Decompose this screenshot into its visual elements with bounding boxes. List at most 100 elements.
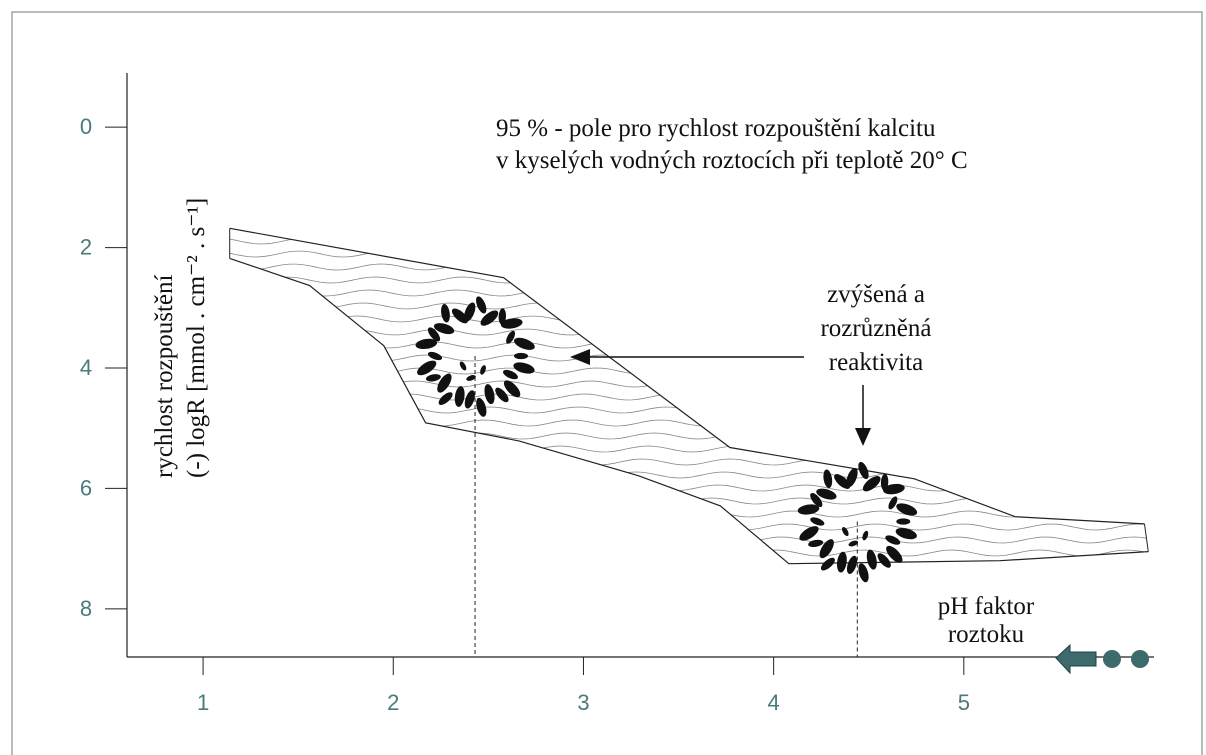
leaf bbox=[466, 375, 476, 381]
leaf bbox=[810, 493, 823, 507]
leaf bbox=[480, 365, 486, 375]
hatch-line bbox=[229, 315, 1149, 323]
annotation: rozrůzněná bbox=[820, 315, 931, 342]
leaf bbox=[866, 549, 877, 570]
nav-icon[interactable] bbox=[1055, 643, 1149, 675]
x-label: pH faktor bbox=[938, 593, 1035, 620]
hatch-line bbox=[200, 576, 1160, 582]
leaf bbox=[816, 488, 837, 500]
hatch-line bbox=[229, 354, 1149, 362]
leaf bbox=[451, 308, 468, 324]
hatch-line bbox=[229, 328, 1149, 336]
leaf bbox=[417, 360, 437, 376]
hatch-line bbox=[229, 510, 1149, 518]
leaf bbox=[503, 369, 518, 380]
hatch-line bbox=[200, 212, 1160, 218]
leaf bbox=[514, 352, 528, 360]
leaf bbox=[886, 545, 903, 563]
leaf bbox=[797, 504, 820, 515]
leaf bbox=[480, 310, 499, 326]
leaf bbox=[862, 530, 869, 541]
x-tick-label: 2 bbox=[387, 690, 399, 715]
leaf bbox=[799, 526, 819, 541]
annotation-arrows bbox=[570, 349, 871, 446]
hatch-line bbox=[229, 237, 1149, 245]
x-tick-label: 1 bbox=[197, 690, 209, 715]
leaf bbox=[513, 337, 535, 350]
leaf bbox=[495, 387, 509, 403]
leaf bbox=[858, 563, 869, 583]
leaf bbox=[858, 461, 869, 480]
leaf bbox=[846, 555, 858, 574]
leaf bbox=[506, 330, 516, 344]
leaf bbox=[454, 386, 465, 407]
leaf bbox=[427, 327, 441, 342]
y-label: (-) logR [mmol . cm⁻² . s⁻¹] bbox=[183, 198, 210, 478]
leaf bbox=[437, 373, 452, 393]
hatch-line bbox=[229, 393, 1149, 401]
leaf bbox=[880, 473, 889, 491]
leaf bbox=[842, 527, 849, 537]
title: 95 % - pole pro rychlost rozpouštění kal… bbox=[496, 115, 936, 142]
leaf bbox=[862, 476, 881, 492]
leaf bbox=[415, 338, 438, 350]
leaf bbox=[877, 553, 891, 568]
leaf bbox=[433, 323, 455, 335]
frame bbox=[11, 11, 1203, 755]
leaf bbox=[484, 384, 495, 405]
leaf bbox=[895, 527, 917, 540]
leaf bbox=[819, 539, 834, 559]
y-tick-label: 8 bbox=[80, 596, 92, 621]
y-label: rychlost rozpouštění bbox=[151, 275, 178, 478]
x-label: roztoku bbox=[948, 621, 1025, 648]
leaf bbox=[848, 540, 859, 547]
leaf bbox=[885, 535, 901, 545]
leaf bbox=[503, 380, 521, 398]
y-tick-label: 4 bbox=[80, 355, 92, 380]
annotation: reaktivita bbox=[829, 349, 923, 376]
leaf bbox=[888, 496, 898, 510]
hatch-line bbox=[229, 367, 1149, 375]
leaf bbox=[464, 390, 475, 409]
x-tick-label: 4 bbox=[768, 690, 780, 715]
leaf bbox=[820, 557, 835, 571]
hatch-line bbox=[229, 380, 1149, 388]
leaf bbox=[476, 296, 487, 314]
leaf bbox=[834, 474, 851, 489]
leaf bbox=[896, 503, 918, 516]
leaf bbox=[836, 551, 847, 573]
hatch-line bbox=[229, 562, 1149, 564]
x-tick-label: 3 bbox=[577, 690, 589, 715]
band-fill bbox=[229, 228, 1149, 564]
leaf bbox=[441, 303, 450, 323]
leaf bbox=[438, 392, 453, 405]
leaf bbox=[896, 518, 911, 525]
leaf bbox=[498, 308, 507, 325]
leaf bbox=[500, 318, 523, 329]
hatch-line bbox=[229, 228, 1149, 232]
annotation: zvýšená a bbox=[827, 281, 925, 308]
band-edge bbox=[229, 257, 1149, 565]
leaf bbox=[476, 397, 487, 417]
hatch-line bbox=[229, 341, 1149, 349]
highlight-ring bbox=[797, 461, 918, 583]
highlight-ring bbox=[415, 296, 535, 417]
y-tick-label: 6 bbox=[80, 475, 92, 500]
leaf bbox=[808, 539, 824, 548]
x-tick-label: 5 bbox=[958, 690, 970, 715]
leaf bbox=[883, 483, 905, 495]
leaf bbox=[464, 302, 476, 322]
leaf bbox=[427, 351, 443, 361]
leaf bbox=[810, 517, 825, 526]
leaf bbox=[513, 362, 535, 374]
leaf bbox=[459, 361, 467, 371]
title: v kyselých vodných roztocích při teplotě… bbox=[496, 147, 968, 174]
hatch-line bbox=[229, 497, 1149, 505]
leaf bbox=[425, 374, 441, 382]
leaf bbox=[846, 467, 858, 488]
band-edge bbox=[229, 227, 1145, 525]
y-tick-label: 0 bbox=[80, 114, 92, 139]
band-end bbox=[1143, 523, 1149, 552]
leaf bbox=[823, 469, 833, 489]
